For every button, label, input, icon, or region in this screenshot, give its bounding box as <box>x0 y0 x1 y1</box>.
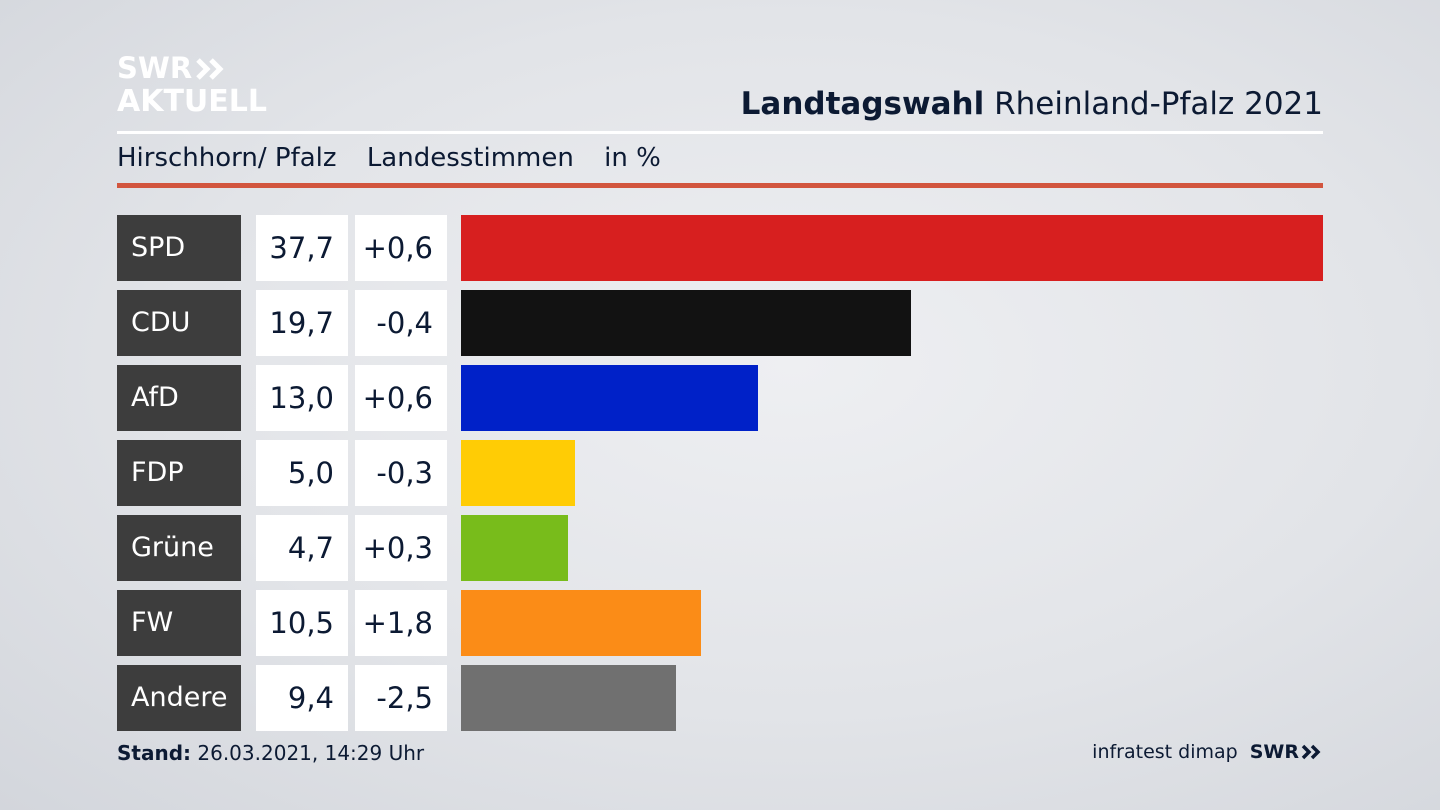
party-label: SPD <box>117 215 241 281</box>
value-label: 19,7 <box>256 290 348 356</box>
double-chevron-right-icon <box>196 57 224 80</box>
bar <box>461 590 701 656</box>
change-label: -0,3 <box>355 440 447 506</box>
value-label: 9,4 <box>256 665 348 731</box>
party-label: Grüne <box>117 515 241 581</box>
bar-row: SPD 37,7 +0,6 <box>117 215 1323 281</box>
change-label: +0,3 <box>355 515 447 581</box>
source-credit: infratest dimap SWR <box>1092 741 1323 763</box>
accent-divider <box>117 183 1323 188</box>
logo-line-2: AKTUELL <box>117 84 268 119</box>
value-label: 4,7 <box>256 515 348 581</box>
bar <box>461 215 1323 281</box>
double-chevron-right-icon <box>1301 744 1321 760</box>
change-label: +0,6 <box>355 215 447 281</box>
bar-row: Andere 9,4 -2,5 <box>117 665 1323 731</box>
party-label: AfD <box>117 365 241 431</box>
bar <box>461 515 568 581</box>
bar-row: CDU 19,7 -0,4 <box>117 290 1323 356</box>
bar <box>461 440 575 506</box>
title-rest: Rheinland-Pfalz 2021 <box>994 86 1323 122</box>
location-label: Hirschhorn/ Pfalz <box>117 143 337 173</box>
unit-label: in % <box>604 143 661 173</box>
title-bold: Landtagswahl <box>740 86 985 122</box>
bar <box>461 290 911 356</box>
bar-row: Grüne 4,7 +0,3 <box>117 515 1323 581</box>
stand-label: Stand: <box>117 741 192 765</box>
source-label: infratest dimap <box>1092 741 1238 763</box>
party-label: CDU <box>117 290 241 356</box>
broadcaster-logo: SWR <box>1250 741 1323 763</box>
change-label: +1,8 <box>355 590 447 656</box>
swr-aktuell-logo: SWR AKTUELL <box>117 54 267 117</box>
value-label: 13,0 <box>256 365 348 431</box>
timestamp: Stand: 26.03.2021, 14:29 Uhr <box>117 741 424 765</box>
change-label: -2,5 <box>355 665 447 731</box>
change-label: -0,4 <box>355 290 447 356</box>
bar-row: FDP 5,0 -0,3 <box>117 440 1323 506</box>
change-label: +0,6 <box>355 365 447 431</box>
party-label: FDP <box>117 440 241 506</box>
broadcaster-label: SWR <box>1249 741 1299 763</box>
bar <box>461 365 758 431</box>
value-label: 37,7 <box>256 215 348 281</box>
subtitle: Hirschhorn/ Pfalz Landesstimmen in % <box>117 143 683 173</box>
value-label: 5,0 <box>256 440 348 506</box>
value-label: 10,5 <box>256 590 348 656</box>
bar-row: AfD 13,0 +0,6 <box>117 365 1323 431</box>
header-divider <box>117 131 1323 134</box>
party-label: Andere <box>117 665 241 731</box>
bar-row: FW 10,5 +1,8 <box>117 590 1323 656</box>
stand-value: 26.03.2021, 14:29 Uhr <box>197 741 425 765</box>
bar <box>461 665 676 731</box>
vote-type-label: Landesstimmen <box>366 143 574 173</box>
results-bar-chart: SPD 37,7 +0,6 CDU 19,7 -0,4 AfD 13,0 +0,6 FDP 5,0-… <box>117 215 1323 731</box>
page-title: Landtagswahl Rheinland-Pfalz 2021 <box>741 86 1323 122</box>
party-label: FW <box>117 590 241 656</box>
logo-line-1: SWR <box>117 51 193 85</box>
